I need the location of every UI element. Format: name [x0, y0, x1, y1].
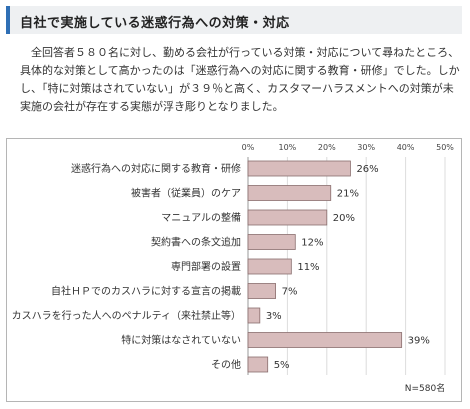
description-paragraph: 全回答者５８０名に対し、勤める会社が行っている対策・対応について尋ねたところ、具…	[20, 44, 460, 116]
value-label: 3%	[266, 311, 282, 322]
tick-label: 30%	[357, 143, 375, 152]
category-label: 自社ＨＰでのカスハラに対する宣言の掲載	[51, 285, 241, 298]
category-label: 被害者（従業員）のケア	[131, 187, 241, 200]
description-text: 全回答者５８０名に対し、勤める会社が行っている対策・対応について尋ねたところ、具…	[20, 46, 460, 113]
bar-chart: 0% 10% 20% 30% 40% 50% 迷惑行為への対応に関する教育・研修 26% 被害者…	[12, 143, 455, 394]
category-label: カスハラを行った人へのペナルティ（来社禁止等）	[12, 309, 241, 322]
bar	[247, 209, 328, 226]
category-label: 契約書への条文追加	[151, 236, 241, 249]
value-label: 21%	[337, 189, 359, 200]
value-label: 39%	[408, 336, 430, 347]
bar	[247, 356, 269, 373]
category-label: その他	[211, 358, 241, 371]
chart-container: 0% 10% 20% 30% 40% 50% 迷惑行為への対応に関する教育・研修 26% 被害者…	[6, 138, 462, 402]
tick-label: 10%	[279, 143, 297, 152]
tick-label: 0%	[242, 143, 255, 152]
bar	[247, 307, 261, 324]
value-label: 11%	[297, 262, 319, 273]
value-label: 7%	[282, 287, 298, 298]
bar	[247, 283, 276, 299]
category-label: 専門部署の設置	[171, 260, 241, 273]
category-label: 迷惑行為への対応に関する教育・研修	[71, 162, 241, 175]
bar	[247, 258, 292, 275]
category-label: マニュアルの整備	[161, 211, 241, 224]
bar	[247, 185, 332, 201]
value-label: 20%	[333, 213, 355, 224]
tick-label: 50%	[436, 143, 454, 152]
section-title: 自社で実施している迷惑行為への対策・対応	[20, 16, 290, 31]
bar	[247, 234, 296, 250]
sample-size-note: N=580名	[405, 382, 445, 394]
value-label: 12%	[301, 238, 323, 249]
category-label: 特に対策はなされていない	[121, 334, 241, 347]
bar	[247, 332, 403, 348]
section-header: 自社で実施している迷惑行為への対策・対応	[6, 6, 462, 34]
value-label: 26%	[356, 164, 378, 175]
tick-label: 20%	[318, 143, 336, 152]
bar	[247, 160, 351, 177]
value-label: 5%	[274, 360, 290, 371]
tick-label: 40%	[397, 143, 415, 152]
